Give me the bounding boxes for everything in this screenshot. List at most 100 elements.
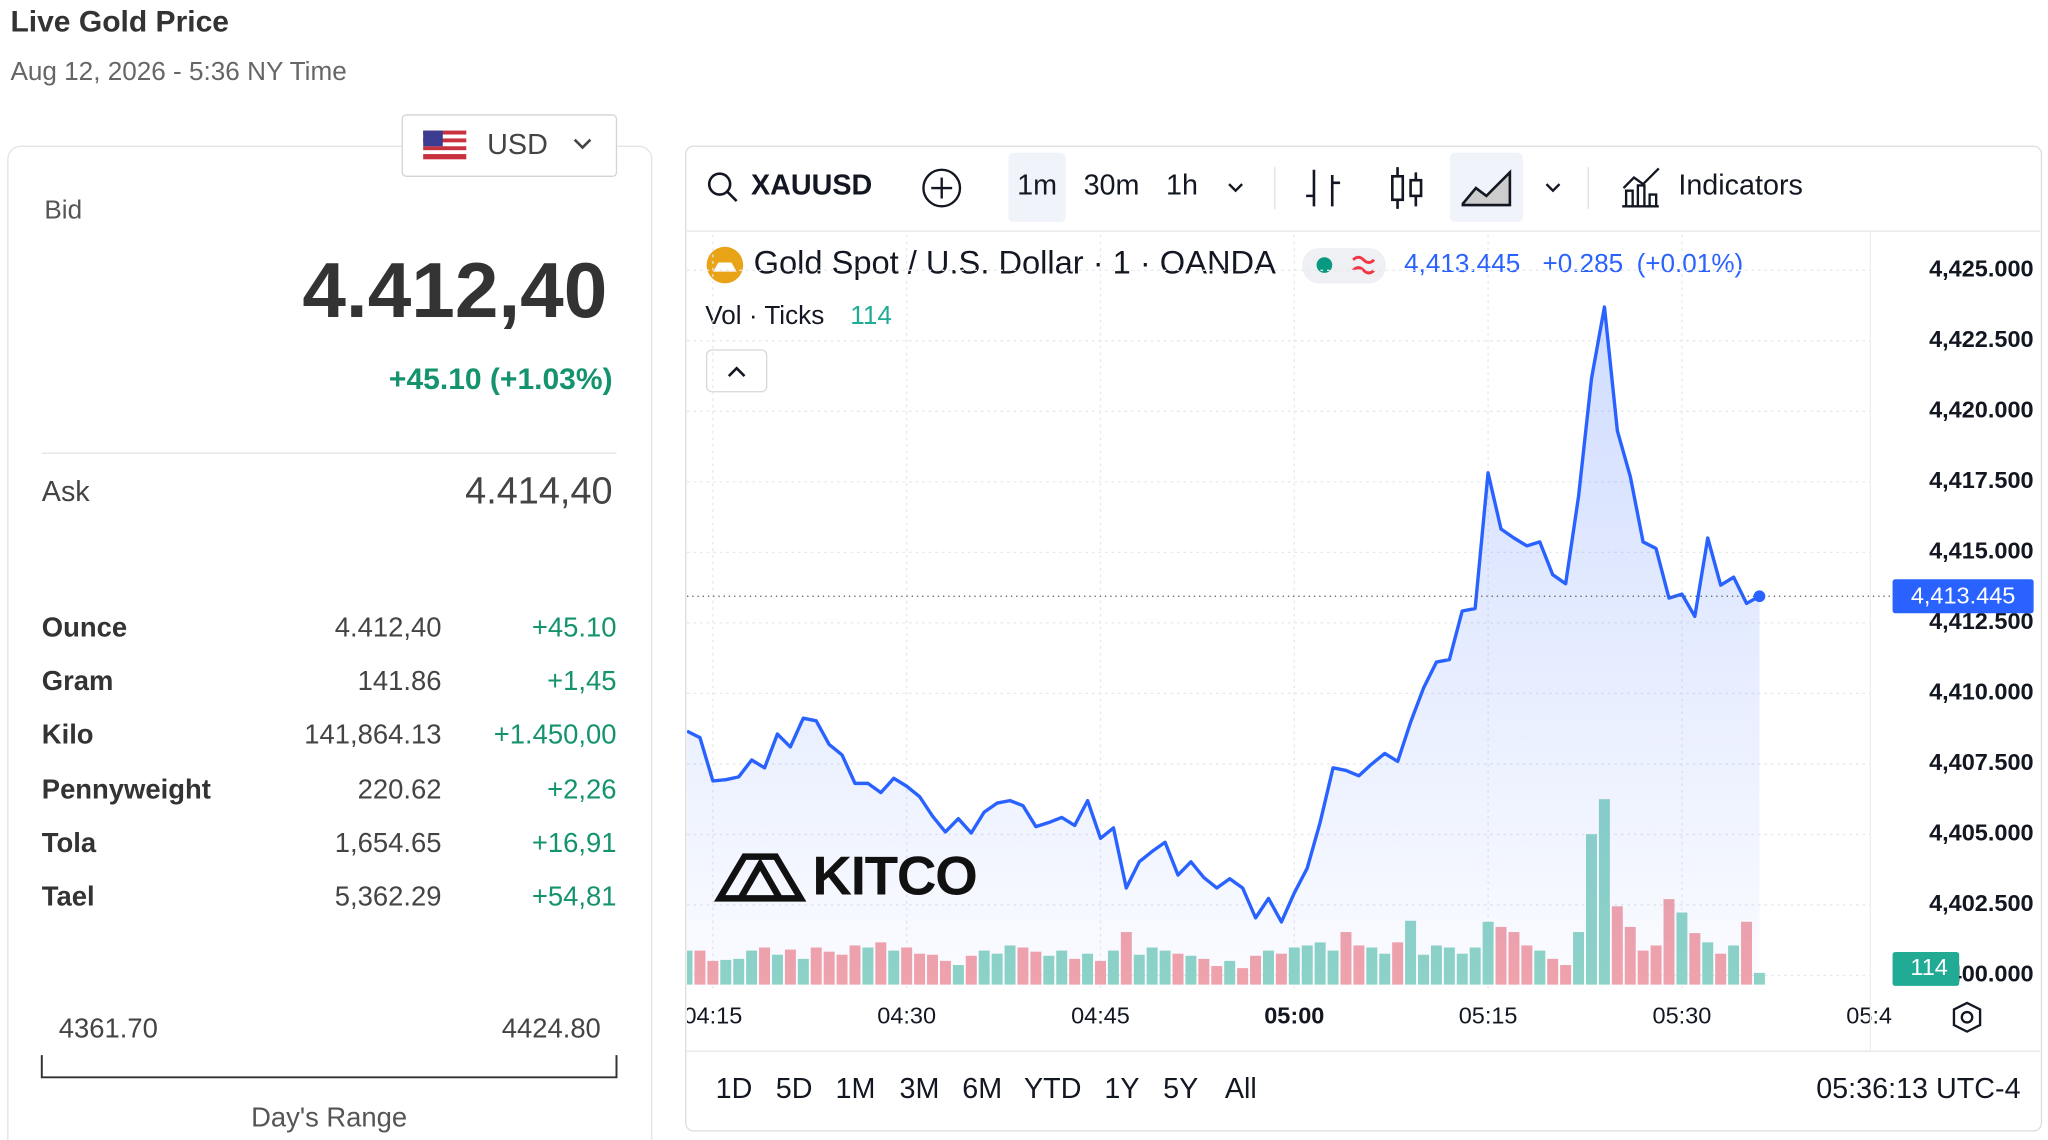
bid-change: +45.10 (+1.03%) (389, 363, 613, 396)
unit-price: 141,864.13 (304, 719, 441, 750)
x-axis: 04:15 04:30 04:45 05:00 05:15 05:30 05:45 (683, 1002, 1905, 1028)
interval-button[interactable]: 1h (1166, 169, 1198, 201)
y-tick-label: 4,405.000 (1929, 820, 2034, 846)
x-tick-label: 04:30 (877, 1002, 936, 1028)
volume-badge (1892, 951, 1960, 986)
volume-badge-label: 114 (1910, 954, 1947, 980)
unit-change: +16,91 (532, 827, 617, 858)
quote-card (7, 145, 653, 1140)
range-high: 4424.80 (502, 1013, 601, 1044)
interval-button[interactable]: 30m (1084, 169, 1140, 201)
y-tick-label: 4,420.000 (1929, 397, 2034, 423)
x-tick-label: 04:15 (683, 1002, 742, 1028)
range-button[interactable]: 1D (716, 1073, 753, 1105)
unit-price: 4.412,40 (335, 612, 442, 643)
y-tick-label: 4,407.500 (1929, 749, 2034, 775)
price-line (687, 305, 1761, 924)
y-tick-label: 4,410.000 (1929, 679, 2034, 705)
y-tick-label: 4,415.000 (1929, 538, 2034, 564)
settings-button[interactable] (1952, 1001, 1982, 1033)
page-title: Live Gold Price (10, 5, 229, 38)
legend-title: Gold Spot / U.S. Dollar · 1 · OANDA (754, 244, 1276, 281)
bar-style-button[interactable] (1306, 169, 1341, 207)
range-button[interactable]: 5D (776, 1073, 813, 1105)
unit-price: 220.62 (358, 774, 442, 805)
us-flag (423, 130, 467, 160)
currency-button[interactable] (401, 114, 618, 177)
y-tick-label: 4,425.000 (1929, 256, 2034, 282)
range-button[interactable]: YTD (1024, 1073, 1081, 1105)
status-dot (1316, 257, 1333, 273)
range-button[interactable]: 1Y (1104, 1073, 1139, 1105)
symbol-search[interactable]: XAUUSD (707, 169, 872, 203)
symbol-logo (713, 262, 737, 272)
unit-change: +54,81 (532, 881, 617, 912)
unit-name: Tola (42, 827, 97, 858)
ask-price: 4.414,40 (465, 471, 612, 513)
chevron (573, 138, 592, 150)
style-menu[interactable] (1545, 183, 1561, 193)
plot: 04:15 04:30 04:45 05:00 05:15 05:30 05:454,400… (683, 232, 2034, 1052)
volume-legend-value: 114 (850, 300, 892, 330)
legend-last: 4,413.445 (1404, 248, 1520, 278)
unit-change: +1.450,00 (494, 719, 617, 750)
volume-legend: Vol · Ticks (705, 300, 824, 330)
unit-table: Ounce 4.412,40 +45.10 Gram 141.86 +1,45 Kilo 14… (42, 612, 617, 912)
price-area (687, 307, 1760, 985)
unit-name: Tael (42, 881, 95, 912)
unit-name: Pennyweight (42, 774, 211, 805)
range-buttons: 1D 5D 1M 3M 6M YTD 1Y 5Y All (716, 1073, 1257, 1105)
area-style-button[interactable] (1461, 169, 1512, 207)
y-tick-label: 4,417.500 (1929, 467, 2034, 493)
interval-active-bg (1008, 152, 1066, 222)
market-status (1302, 248, 1386, 284)
range-button[interactable]: All (1225, 1073, 1257, 1105)
range-button[interactable]: 1M (836, 1073, 876, 1105)
interval-button[interactable]: 1m (1017, 169, 1057, 201)
unit-name: Gram (42, 665, 114, 696)
indicators-label: Indicators (1678, 169, 1803, 201)
ask-label: Ask (42, 476, 91, 508)
range-button[interactable]: 3M (900, 1073, 940, 1105)
collapse-button[interactable] (705, 349, 768, 393)
bid-label: Bid (44, 194, 82, 224)
last-price-badge-label: 4,413.445 (1911, 583, 2016, 609)
indicators-button[interactable]: Indicators (1622, 167, 1803, 208)
range-low: 4361.70 (59, 1013, 158, 1044)
unit-name: Kilo (42, 719, 94, 750)
x-tick-label: 05:30 (1653, 1002, 1712, 1028)
symbol: XAUUSD (751, 169, 872, 201)
unit-price: 141.86 (358, 665, 442, 696)
legend-pct: (+0.01%) (1637, 248, 1744, 278)
range-label: Day's Range (251, 1101, 407, 1132)
unit-change: +2,26 (547, 774, 616, 805)
currency-label: USD (487, 129, 548, 161)
x-tick-label: 05:45 (1846, 1002, 1905, 1028)
y-tick-label: 4,422.500 (1929, 326, 2034, 352)
search-icon (726, 191, 738, 203)
x-tick-label: 05:00 (1264, 1002, 1324, 1028)
unit-change: +1,45 (547, 665, 616, 696)
y-tick-label: 4,402.500 (1929, 890, 2034, 916)
interval-menu[interactable] (1228, 183, 1243, 193)
candle-icon (1391, 174, 1405, 202)
style-active-bg (1449, 152, 1523, 222)
x-tick-label: 05:15 (1459, 1002, 1518, 1028)
unit-price: 5,362.29 (335, 881, 442, 912)
clock: 05:36:13 UTC-4 (1816, 1073, 2020, 1105)
legend-change: +0.285 (1543, 248, 1624, 278)
range-bar (40, 1055, 618, 1079)
status-icon (1352, 255, 1376, 275)
x-tick-label: 04:45 (1071, 1002, 1130, 1028)
unit-name: Ounce (42, 612, 127, 643)
page-subtitle: Aug 12, 2026 - 5:36 NY Time (10, 56, 346, 86)
unit-price: 1,654.65 (335, 827, 442, 858)
range-button[interactable]: 5Y (1163, 1073, 1198, 1105)
unit-change: +45.10 (532, 612, 617, 643)
currency-select[interactable]: USD (401, 114, 618, 177)
last-price-badge (1892, 579, 2034, 614)
range-button[interactable]: 6M (962, 1073, 1002, 1105)
watermark: KITCO (812, 845, 976, 907)
compare-button[interactable] (922, 168, 962, 208)
